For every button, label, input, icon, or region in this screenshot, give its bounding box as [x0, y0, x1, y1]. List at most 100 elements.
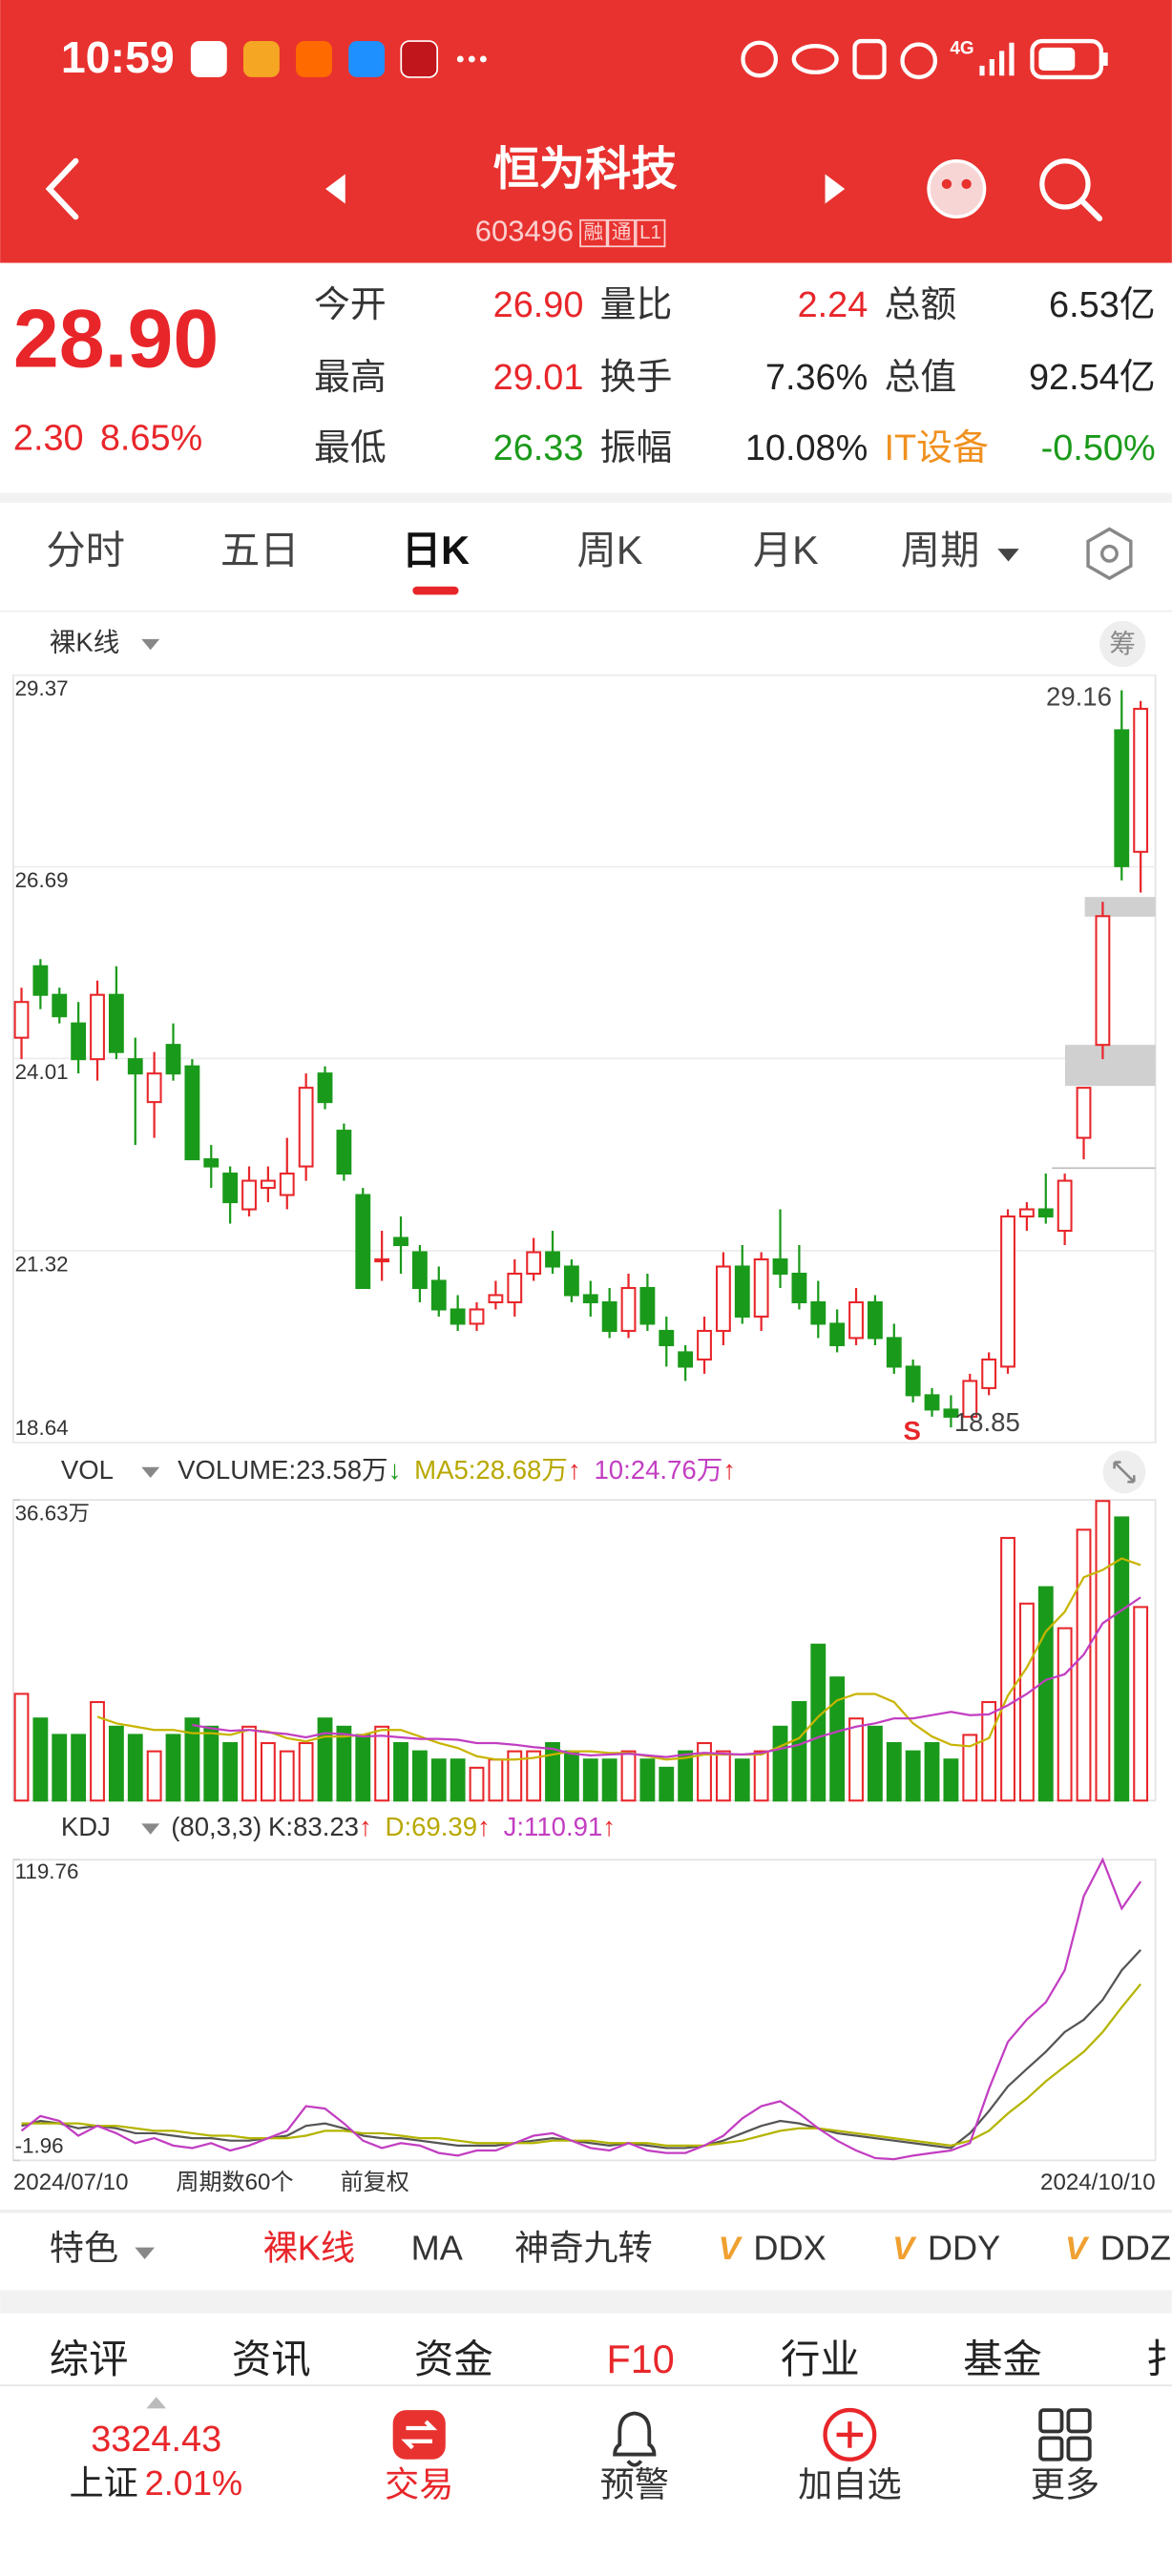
info-tab[interactable]: 行业 [781, 2337, 860, 2381]
info-tab[interactable]: 基金 [963, 2337, 1042, 2381]
info-tab[interactable]: 扌 [1145, 2337, 1172, 2381]
chart-mode[interactable]: 裸K线 [50, 627, 119, 656]
volume-bar [355, 1734, 371, 1802]
badge-box [579, 218, 608, 248]
app-icon [348, 41, 386, 77]
field-label: 总额 [885, 285, 957, 325]
period-tab[interactable]: 五日 [220, 529, 300, 572]
candle-body [32, 965, 49, 996]
legend-sep: : [469, 1455, 476, 1485]
volume-bar [981, 1700, 997, 1802]
chip-button[interactable]: 筹 [1109, 629, 1136, 658]
period-tab[interactable]: 周期 [901, 529, 980, 572]
volume-bar [165, 1734, 181, 1802]
y-tick-label: 18.64 [15, 1416, 69, 1440]
more-icon [1038, 2436, 1064, 2462]
feature-menu[interactable]: 特色 [50, 2229, 118, 2268]
candle-body [450, 1308, 466, 1325]
field-value: 10.08% [745, 428, 868, 468]
indicator-button[interactable]: DDY [928, 2229, 1000, 2268]
index-name: 上证 [69, 2463, 137, 2503]
info-tab[interactable]: 资金 [414, 2337, 493, 2381]
candle-body [52, 993, 68, 1018]
volume-bar [962, 1734, 978, 1802]
info-tab[interactable]: 资讯 [232, 2337, 311, 2381]
next-stock[interactable] [825, 174, 846, 204]
volume-bar [867, 1725, 883, 1802]
candle-body [393, 1236, 408, 1247]
legend-name: 10 [594, 1455, 623, 1485]
volume-bar [734, 1758, 750, 1802]
nav-button[interactable]: 预警 [600, 2465, 669, 2504]
indicator-button[interactable]: DDX [753, 2229, 826, 2268]
volume-bar [298, 1741, 314, 1802]
mascot-button[interactable] [927, 159, 987, 219]
candle-body [279, 1173, 295, 1196]
candle-body [317, 1072, 333, 1104]
search-button[interactable] [1039, 158, 1103, 222]
candle-body [336, 1130, 352, 1175]
candle-body [1133, 707, 1149, 853]
candle-body [411, 1251, 428, 1290]
nav-button[interactable]: 交易 [385, 2465, 453, 2504]
candle-body [526, 1251, 542, 1276]
legend-sep: : [516, 1812, 524, 1841]
nav-button[interactable]: 加自选 [798, 2465, 901, 2504]
prev-stock[interactable] [325, 174, 345, 204]
candle-body [298, 1087, 314, 1168]
field-value: 26.90 [493, 285, 584, 325]
adjust-mode: 前复权 [341, 2170, 409, 2195]
indicator-button[interactable]: DDZ [1100, 2229, 1171, 2268]
candle-body [13, 1001, 30, 1039]
volume-bar [1057, 1627, 1073, 1802]
change: 2.30 [13, 418, 84, 458]
indicator-badge: V [892, 2231, 917, 2267]
badge-text: 通 [612, 221, 632, 243]
volume-bar [1095, 1500, 1111, 1802]
battery-level [1038, 47, 1076, 72]
indicator-button[interactable]: MA [411, 2229, 464, 2268]
indicator-button[interactable]: 神奇九转 [514, 2229, 653, 2268]
index-value[interactable]: 3324.43 [91, 2420, 221, 2460]
legend-trend: ↓ [388, 1455, 402, 1485]
legend-name: K [268, 1812, 286, 1841]
settings-button[interactable] [1086, 527, 1133, 581]
back-button[interactable] [45, 157, 79, 220]
more-icon [1066, 2408, 1092, 2434]
indicator-badge: V [719, 2231, 743, 2267]
candle-body [1018, 1208, 1035, 1218]
y-tick-label: 36.63万 [15, 1502, 90, 1526]
app-icon [190, 41, 227, 77]
candle-body [203, 1158, 220, 1168]
candle-body [355, 1194, 371, 1290]
indicator-name[interactable]: VOL [61, 1455, 114, 1485]
period-tab[interactable]: 日K [402, 529, 470, 572]
legend-value: 28.68万 [475, 1455, 567, 1485]
period-tab[interactable]: 月K [753, 529, 819, 572]
volume-bar [886, 1741, 902, 1802]
legend-value: 24.76万 [631, 1455, 722, 1485]
info-tab[interactable]: 综评 [50, 2337, 129, 2381]
candle-body [488, 1294, 504, 1304]
candle-body [90, 993, 105, 1061]
candle-body [545, 1251, 560, 1268]
nav-button[interactable]: 更多 [1031, 2465, 1099, 2504]
indicator-button[interactable]: 裸K线 [263, 2229, 355, 2268]
divider [0, 2290, 1172, 2314]
candle-body [1057, 1179, 1073, 1233]
period-tab[interactable]: 分时 [46, 529, 125, 572]
y-tick-label: 29.37 [15, 676, 69, 700]
field-label: IT设备 [885, 428, 989, 468]
chip-button-bg[interactable] [1099, 620, 1146, 668]
last-price: 28.90 [13, 293, 219, 384]
volume-chart: VOL VOLUME:23.58万 ↓ MA5:28.68万 ↑ 10:24.76万 ↑36… [12, 1450, 1157, 1802]
period-tab[interactable]: 周K [577, 529, 643, 572]
info-tab[interactable]: F10 [607, 2337, 675, 2381]
volume-bar [1076, 1528, 1092, 1802]
app-icon [242, 41, 280, 77]
indicator-name[interactable]: KDJ [61, 1812, 111, 1841]
volume-bar [260, 1741, 276, 1802]
volume-bar [545, 1741, 560, 1802]
badge: 融 [579, 218, 608, 248]
status-icon [900, 42, 938, 80]
